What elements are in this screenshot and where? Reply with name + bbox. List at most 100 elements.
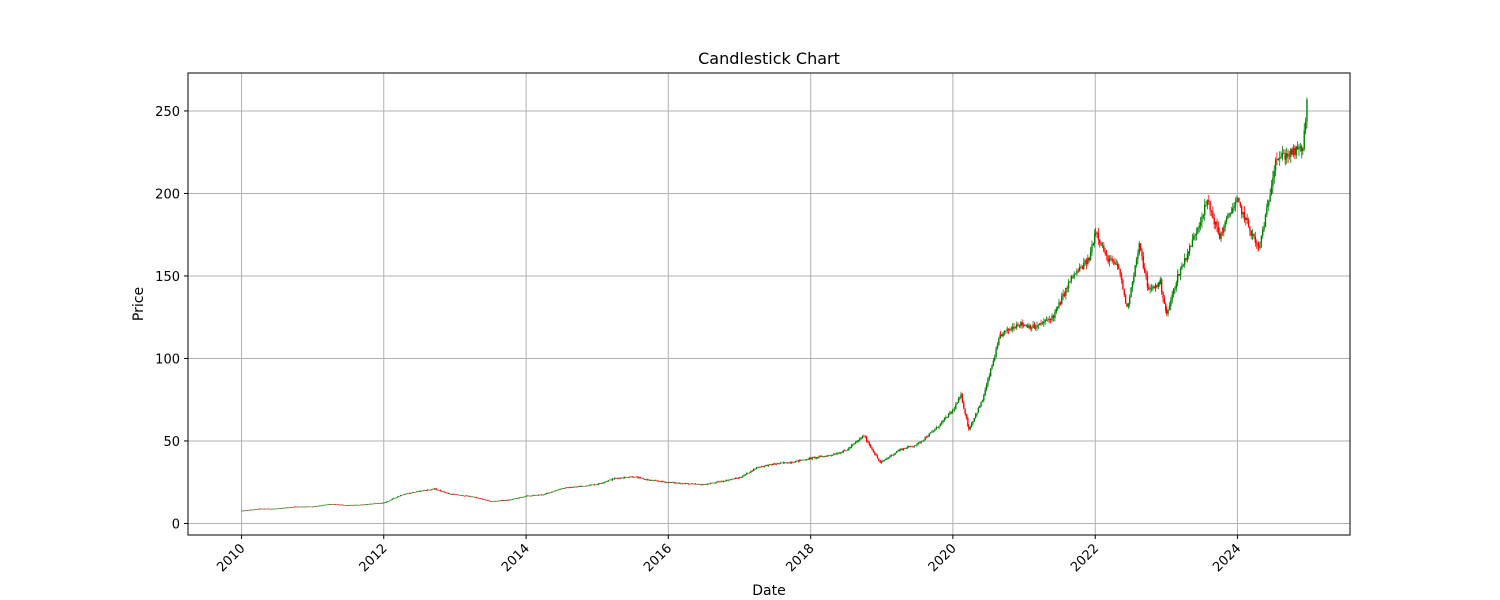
candle-body (545, 493, 548, 494)
candle-body (1230, 212, 1233, 214)
candle-body (1088, 257, 1090, 261)
candle-body (950, 412, 953, 413)
candle-body (359, 504, 361, 506)
y-tick-label: 50 (163, 435, 180, 450)
candle-body (245, 510, 247, 511)
candle-body (641, 477, 643, 479)
candle-body (313, 506, 316, 507)
candle-body (1124, 294, 1127, 304)
candle-body (733, 478, 736, 480)
candle-body (507, 499, 509, 501)
candle-body (490, 501, 493, 502)
candle-body (255, 509, 257, 510)
candle-body (1189, 245, 1191, 252)
candle-body (973, 417, 975, 422)
candle-body (838, 453, 841, 454)
candle-body (770, 464, 772, 465)
candle-body (343, 504, 345, 506)
candle-body (276, 508, 278, 510)
candle-body (1031, 327, 1033, 329)
candle-body (938, 426, 940, 428)
candle-body (859, 438, 861, 441)
candle-body (434, 488, 436, 490)
candle-body (455, 494, 457, 496)
candle-body (1177, 273, 1179, 276)
candle-body (1262, 229, 1264, 236)
candle-body (348, 505, 350, 506)
candle-body (755, 467, 758, 470)
candle-body (604, 481, 607, 483)
candle-body (281, 508, 283, 509)
candle-body (627, 477, 630, 479)
candle-body (584, 485, 586, 487)
candle-body (891, 454, 894, 456)
candle-body (989, 368, 992, 377)
candle-body (818, 456, 820, 458)
candle-body (413, 492, 415, 493)
x-axis-label: Date (752, 583, 785, 599)
candle-body (443, 491, 446, 493)
candle-body (719, 481, 721, 483)
candle-body (1227, 214, 1229, 219)
candle-body (600, 483, 603, 484)
candle-body (672, 482, 674, 483)
candle-body (495, 501, 497, 502)
candle-body (683, 483, 685, 485)
candle-body (547, 492, 549, 494)
candle-body (1281, 153, 1284, 157)
candle-body (1292, 147, 1295, 155)
candle-body (610, 479, 612, 481)
candle-body (822, 456, 824, 457)
candle-body (327, 504, 329, 506)
candle-body (1228, 214, 1230, 216)
candle-body (1202, 215, 1205, 217)
candle-body (1049, 318, 1052, 321)
candle-body (551, 491, 553, 493)
candle-body (316, 506, 318, 507)
candle-body (263, 508, 266, 510)
candle-body (295, 506, 297, 508)
y-tick-label: 150 (155, 270, 180, 285)
candle-body (684, 483, 686, 485)
candle-body (355, 504, 357, 506)
candle-body (1209, 201, 1211, 211)
candle-body (582, 485, 585, 487)
candle-body (363, 504, 365, 506)
candle-body (564, 487, 567, 489)
candle-body (914, 445, 917, 446)
candle-body (1245, 217, 1247, 220)
candle-body (709, 483, 712, 484)
candle-body (493, 501, 496, 502)
candle-body (575, 486, 578, 488)
candle-body (620, 477, 623, 479)
candle-body (1119, 268, 1121, 275)
candle-body (274, 508, 277, 510)
candle-body (1066, 287, 1068, 289)
candle-body (548, 492, 550, 494)
candle-body (970, 423, 973, 428)
candle-body (589, 484, 591, 486)
candle-body (312, 506, 314, 508)
candle-body (760, 466, 763, 468)
candle-body (417, 491, 419, 492)
candle-body (1188, 251, 1190, 254)
candle-body (405, 493, 407, 495)
candle-body (868, 442, 871, 446)
candle-body (424, 490, 426, 491)
candle-body (782, 462, 785, 464)
candle-body (397, 496, 399, 498)
candle-body (542, 494, 545, 496)
candle-body (1101, 245, 1104, 247)
candle-body (924, 437, 926, 440)
candle-body (521, 497, 523, 498)
candle-body (497, 500, 500, 502)
candle-body (965, 413, 968, 419)
candle-body (1236, 197, 1239, 201)
candle-body (298, 506, 300, 508)
candle-body (1288, 156, 1291, 157)
candle-body (835, 453, 838, 455)
candle-body (1022, 324, 1025, 326)
candle-body (376, 503, 378, 504)
candle-body (436, 489, 439, 491)
candle-body (1010, 328, 1012, 330)
